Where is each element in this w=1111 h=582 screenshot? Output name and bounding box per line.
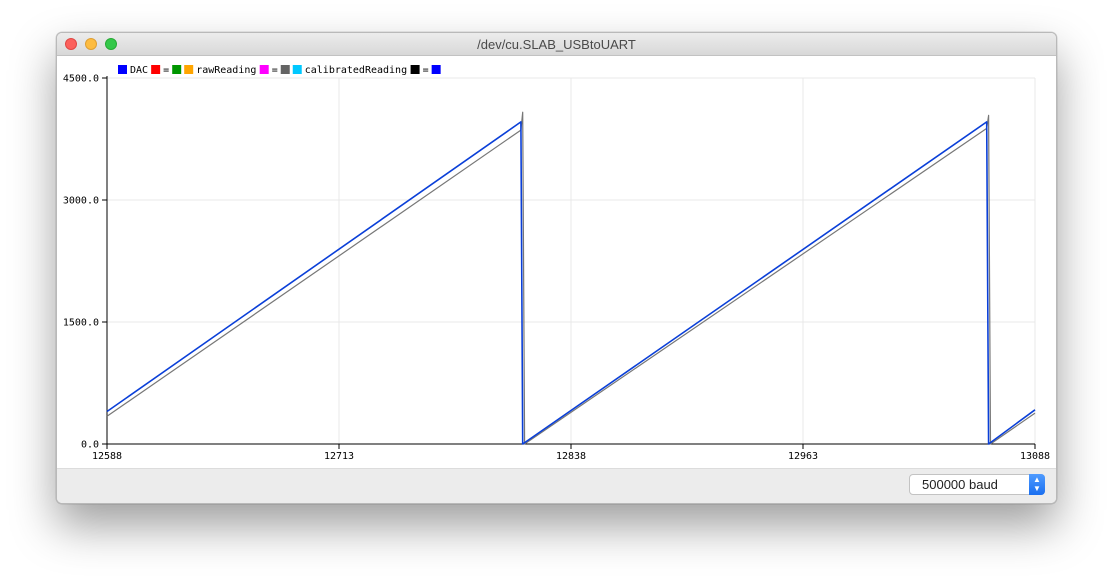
series-line-dac: [106, 121, 1036, 445]
y-tick-label: 4500.0: [63, 74, 99, 85]
x-tick-label: 12963: [788, 451, 818, 462]
legend-text: =: [423, 65, 429, 76]
legend-swatch: [280, 65, 290, 74]
baud-rate-label: 500000 baud: [922, 477, 998, 492]
series-layer: [106, 111, 1036, 445]
grid: [106, 77, 1036, 445]
x-tick-label: 12713: [324, 451, 354, 462]
zoom-window-button[interactable]: [105, 38, 117, 50]
legend-swatch: [151, 65, 161, 74]
legend-swatch: [184, 65, 194, 74]
legend-text: =: [272, 65, 278, 76]
axes: 0.0 1500.0 3000.0 4500.0 12588 12713 12838 1296…: [63, 74, 1050, 463]
bottom-toolbar: 500000 baud ▲ ▼: [57, 468, 1056, 503]
x-tick-label: 12588: [92, 451, 122, 462]
legend-text: calibratedReading: [305, 65, 407, 76]
legend-swatch: [431, 65, 441, 74]
legend-text: DAC: [130, 65, 148, 76]
y-tick-label: 1500.0: [63, 318, 99, 329]
y-tick-label: 0.0: [81, 440, 99, 451]
x-tick-label: 12838: [556, 451, 586, 462]
legend-swatch: [172, 65, 182, 74]
legend-swatch: [118, 65, 127, 74]
chevron-up-down-icon: ▲ ▼: [1029, 474, 1045, 495]
window-title: /dev/cu.SLAB_USBtoUART: [477, 37, 636, 52]
serial-plotter-window: /dev/cu.SLAB_USBtoUART 0.0 1500.0 3000.0 45…: [56, 32, 1057, 504]
baud-rate-select[interactable]: 500000 baud ▲ ▼: [909, 474, 1045, 495]
legend-text: rawReading: [196, 65, 256, 76]
close-window-button[interactable]: [65, 38, 77, 50]
line-chart: 0.0 1500.0 3000.0 4500.0 12588 12713 12838 1296…: [63, 65, 1050, 463]
legend-swatch: [292, 65, 302, 74]
legend-swatch: [410, 65, 420, 74]
minimize-window-button[interactable]: [85, 38, 97, 50]
y-tick-label: 3000.0: [63, 196, 99, 207]
legend: DAC = rawReading = calibratedReading =: [118, 65, 441, 76]
legend-text: =: [163, 65, 169, 76]
legend-swatch: [259, 65, 269, 74]
plot-area: 0.0 1500.0 3000.0 4500.0 12588 12713 12838 1296…: [57, 56, 1056, 468]
title-bar: /dev/cu.SLAB_USBtoUART: [57, 33, 1056, 56]
x-tick-label: 13088: [1020, 451, 1050, 462]
